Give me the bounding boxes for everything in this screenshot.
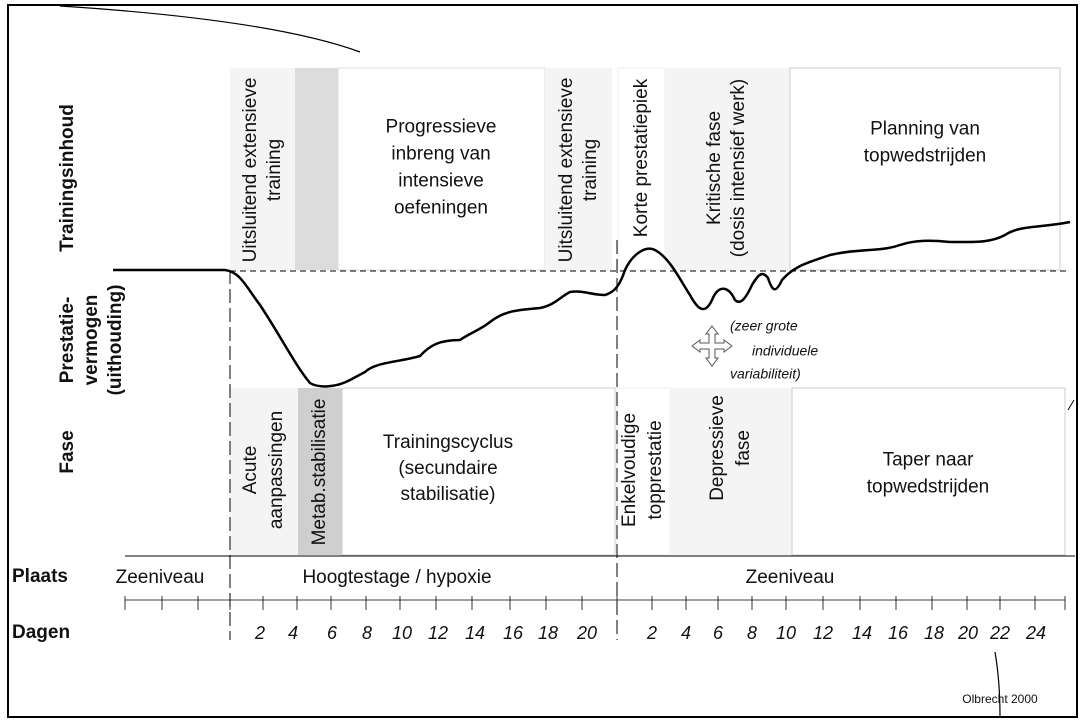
day-label: 20 [957,623,978,643]
decor-line [994,651,1001,718]
day-label: 4 [681,623,691,643]
day-label: 22 [989,623,1010,643]
box-text: topprestatie [645,420,666,519]
box-bg [545,68,612,270]
day-label: 18 [924,623,944,643]
day-label: 10 [776,623,796,643]
row-label: vermogen [81,295,102,386]
box-bg [665,68,790,270]
decor-arc [59,5,361,53]
row-label: Trainingsinhoud [57,104,78,252]
box-bg [230,68,295,270]
day-label: 12 [813,623,833,643]
box-bg [298,388,342,555]
box-text: oefeningen [394,198,488,219]
box-bg [337,67,546,271]
box-bg [295,68,338,270]
day-label: 2 [646,623,657,643]
place: Zeeniveau [116,567,205,588]
box-text: aanpassingen [266,411,287,529]
box-text: training [580,139,601,201]
day-label: 12 [428,623,448,643]
box-text: intensieve [398,171,484,192]
box-text: training [264,139,285,201]
day-label: 2 [254,623,265,643]
row-label: Dagen [12,622,70,643]
day-label: 6 [327,623,338,643]
box-bg [789,67,1061,271]
box-text: (dosis intensief werk) [728,79,749,257]
day-label: 14 [465,623,485,643]
box-text: (secundaire [398,458,497,479]
row-label: Plaats [12,566,68,587]
day-label: 16 [503,623,524,643]
annotation: variabiliteit) [730,366,801,382]
box-text: Uitsluitend extensieve [240,78,261,263]
day-label: 20 [576,623,597,643]
day-label: 14 [852,623,872,643]
place: Hoogtestage / hypoxie [302,567,491,588]
row-label: (uithouding) [105,285,126,396]
place: Zeeniveau [746,567,835,588]
day-label: 8 [362,623,372,643]
box-text: stabilisatie) [400,484,495,505]
credit: Olbrecht 2000 [962,692,1038,706]
box-bg [617,67,666,271]
day-label: 18 [538,623,558,643]
day-label: 8 [747,623,757,643]
box-text: Enkelvoudige [619,413,640,527]
box-bg [670,388,792,555]
box-text: Trainingscyclus [383,432,513,453]
box-text: inbreng van [391,144,490,165]
box-text: Korte prestatiepiek [631,78,652,237]
day-label: 6 [713,623,724,643]
annotation: individuele [752,343,818,359]
performance-curve [113,220,1071,388]
box-text: Kritische fase [704,111,725,225]
box-text: Progressieve [386,117,497,138]
day-label: 24 [1025,623,1046,643]
annotation: (zeer grote [730,318,798,334]
row-label: Fase [57,430,78,473]
box-text: Uitsluitend extensieve [556,78,577,263]
box-text: fase [733,430,754,466]
box-text: Taper naar [883,450,975,471]
box-bg [791,387,1066,556]
row-label: Prestatie- [57,297,78,384]
arrows-icon [691,325,733,367]
box-bg [616,387,671,556]
day-label: 10 [392,623,412,643]
box-text: topwedstrijden [867,477,990,498]
box-text: topwedstrijden [864,146,987,167]
box-text: Metab.stabilisatie [309,399,330,546]
box-text: Planning van [870,119,980,140]
decor-line [1067,399,1075,411]
box-text: Acute [240,446,261,495]
day-label: 4 [288,623,298,643]
day-label: 16 [888,623,909,643]
box-bg [341,387,616,556]
box-text: Depressieve [707,395,728,501]
box-bg [230,388,298,555]
